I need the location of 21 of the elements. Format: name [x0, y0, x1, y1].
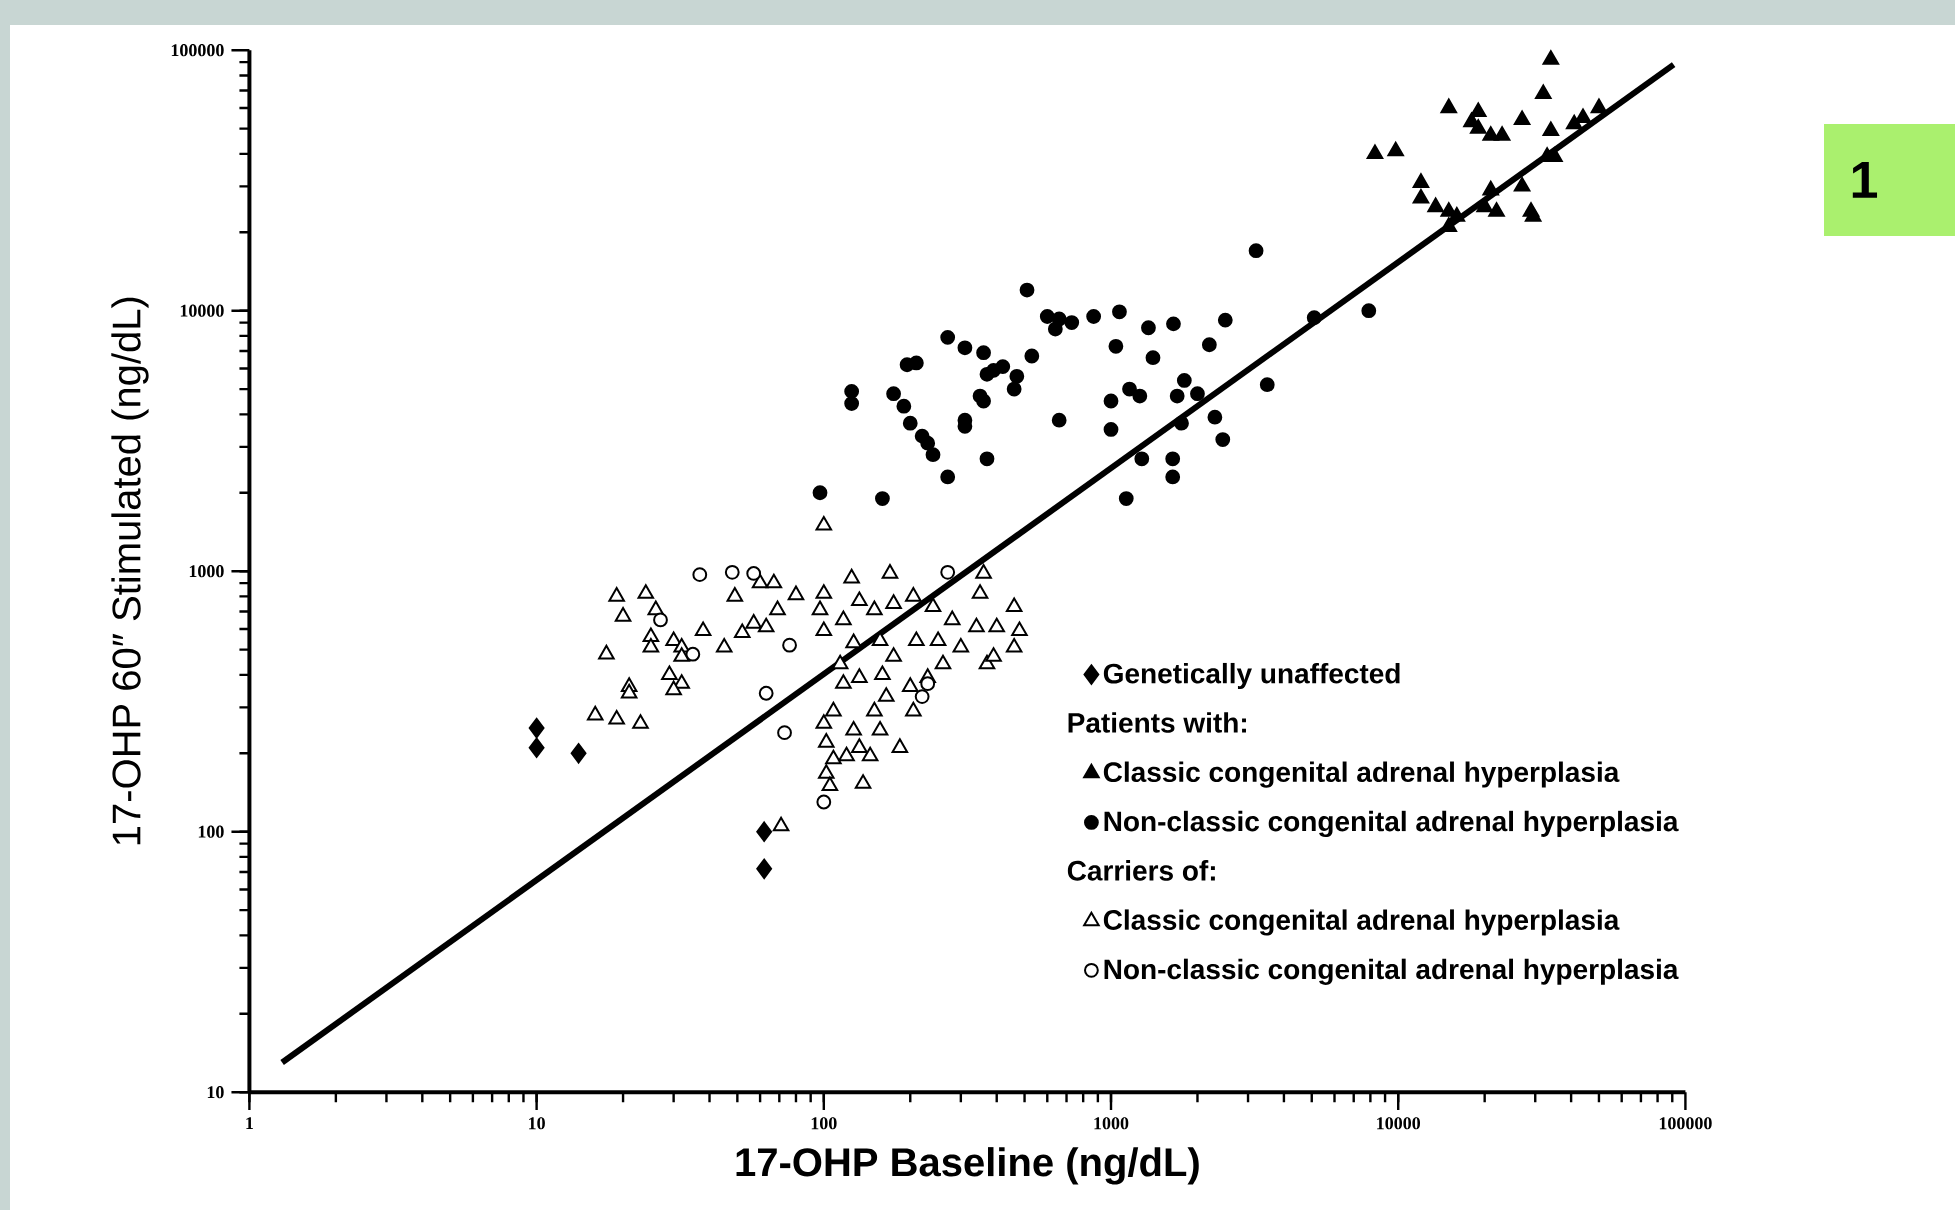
annotation: Patients with:	[1068, 712, 1246, 733]
y-tick-label: 10	[207, 1086, 224, 1099]
x-tick-label: 100	[811, 1117, 837, 1130]
legend-label: Classic congenital adrenal hyperplasia	[1103, 761, 1620, 788]
x-tick-label: 10	[529, 1117, 545, 1130]
legend-label: Non-classic congenital adrenal hyperplasia	[1104, 810, 1679, 838]
y-axis-title: 17-OHP 60″ Stimulated (ng/dL)	[111, 297, 149, 845]
y-tick-label: 10000	[180, 304, 224, 317]
annotation: Carriers of:	[1067, 860, 1215, 881]
legend-label: Non-classic congenital adrenal hyperplasia	[1104, 958, 1679, 985]
y-tick-label: 1000	[189, 565, 224, 578]
x-tick-label: 1000	[1094, 1117, 1129, 1130]
y-tick-label: 100000	[171, 44, 224, 57]
y-tick-label: 100	[198, 825, 224, 838]
legend-label: Classic congenital adrenal hyperplasia	[1103, 909, 1620, 936]
x-axis-title: 17-OHP Baseline (ng/dL)	[736, 1147, 1199, 1185]
text: 1	[1852, 162, 1878, 198]
x-tick-label: 10000	[1377, 1117, 1421, 1130]
x-tick-label: 1	[246, 1117, 253, 1130]
legend-label: Genetically unaffected	[1103, 662, 1400, 690]
x-tick-label: 100000	[1659, 1117, 1712, 1130]
